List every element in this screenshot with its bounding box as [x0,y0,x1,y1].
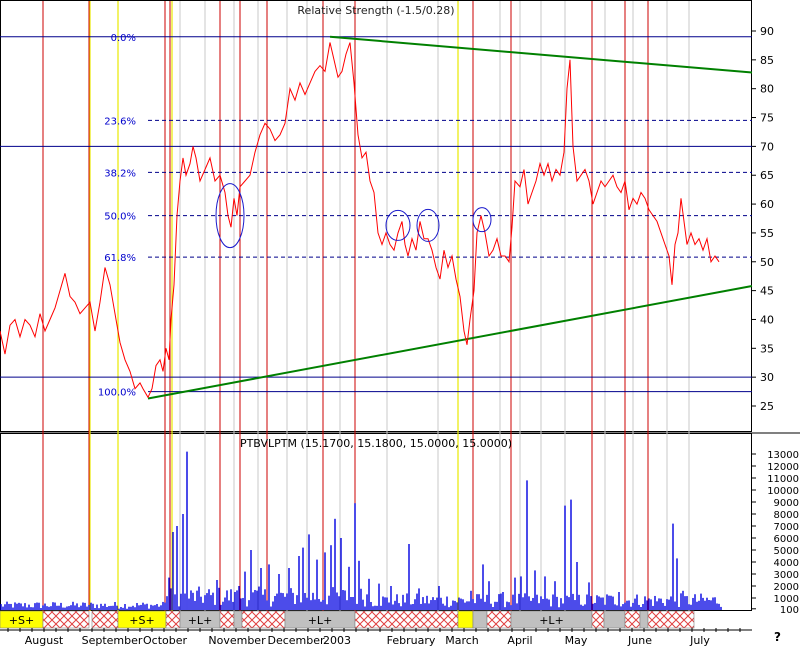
signal-band-label: +L+ [539,614,564,627]
annotation-circle [215,183,245,249]
signal-band [472,610,488,629]
month-axis: August September October November December20… [0,628,752,647]
signal-band [165,610,181,629]
volume-chart-title: PTBVLPTM (15.1700, 15.1800, 15.0000, 15.… [240,437,512,450]
signal-band [42,610,90,629]
volume-axis-label: 9000 [774,498,799,509]
price-chart-title: Relative Strength (-1.5/0.28) [297,4,454,17]
signal-band [591,610,605,629]
fib-level-label: 38.2% [104,168,136,179]
signal-band [354,610,459,629]
price-axis-label: 70 [760,140,774,153]
volume-axis-label: 7000 [774,522,799,533]
trendline [329,35,753,74]
signal-band-label: +S+ [9,614,34,627]
volume-axis-label: 12000 [767,462,799,473]
annotation-circle [472,207,492,233]
trendline [147,285,753,400]
annotation-circles [215,183,492,249]
signal-band [624,610,641,629]
volume-y-axis: 1001000200030004000500060007000800090001… [752,450,799,616]
volume-axis-label: 1000 [774,594,799,605]
month-axis-label: June [627,634,652,647]
signal-bands: +S+ +S+ +L+ +L+ +L+ [0,610,695,629]
price-axis-label: 60 [760,198,774,211]
month-axis-label: March [445,634,479,647]
price-axis-label: 55 [760,227,774,240]
fib-level-label: 61.8% [104,253,136,264]
month-axis-label: 2003 [323,634,351,647]
signal-band [457,610,474,629]
price-axis-label: 40 [760,313,774,326]
price-axis-label: 80 [760,83,774,96]
signal-band [233,610,243,629]
price-axis-label: 35 [760,342,774,355]
volume-axis-label: 100 [780,605,799,616]
price-axis-label: 45 [760,285,774,298]
month-axis-label: April [507,634,532,647]
volume-axis-label: 13000 [767,450,799,461]
corner-mark: ? [774,630,781,644]
volume-axis-label: 6000 [774,534,799,545]
volume-axis-label: 3000 [774,570,799,581]
fib-level-label: 100.0% [98,388,136,399]
month-axis-label: November [208,634,266,647]
signal-band-label: +L+ [188,614,213,627]
month-axis-label: August [25,634,64,647]
volume-panel-frame [0,433,752,611]
price-series [0,42,720,399]
month-axis-label: September [82,634,143,647]
price-axis-label: 50 [760,256,774,269]
signal-band-label: +S+ [129,614,154,627]
price-axis-label: 65 [760,169,774,182]
signal-band [219,610,235,629]
price-axis-label: 85 [760,54,774,67]
fib-level-label: 23.6% [104,116,136,127]
volume-bars [0,451,722,610]
signal-band [639,610,649,629]
month-axis-label: July [689,634,710,647]
signal-band [241,610,286,629]
price-axis-label: 75 [760,112,774,125]
volume-axis-label: 5000 [774,546,799,557]
price-axis-label: 30 [760,371,774,384]
signal-band [486,610,512,629]
month-axis-label: February [387,634,436,647]
signal-band [603,610,626,629]
event-vertical-lines [42,1,690,611]
month-axis-label: December [267,634,325,647]
signal-band-label: +L+ [308,614,333,627]
volume-axis-label: 2000 [774,582,799,593]
price-axis-label: 25 [760,400,774,413]
price-y-axis: 25 30 35 40 45 50 55 60 65 70 75 80 85 90 [752,25,774,413]
volume-axis-label: 11000 [767,474,799,485]
price-axis-label: 90 [760,25,774,38]
annotation-circle [385,209,411,241]
volume-axis-label: 10000 [767,486,799,497]
signal-band [647,610,695,629]
annotation-circle [416,208,440,242]
price-line [0,42,720,399]
fib-level-label: 50.0% [104,212,136,223]
trendlines [147,35,753,400]
month-axis-label: October [143,634,187,647]
fib-level-label: 0.0% [111,33,136,44]
month-axis-label: May [565,634,588,647]
volume-axis-label: 4000 [774,558,799,569]
signal-band [91,610,119,629]
fibonacci-levels: 0.0% 23.6% 38.2% 50.0% 61.8% 100.0% [0,33,752,399]
volume-axis-label: 8000 [774,510,799,521]
